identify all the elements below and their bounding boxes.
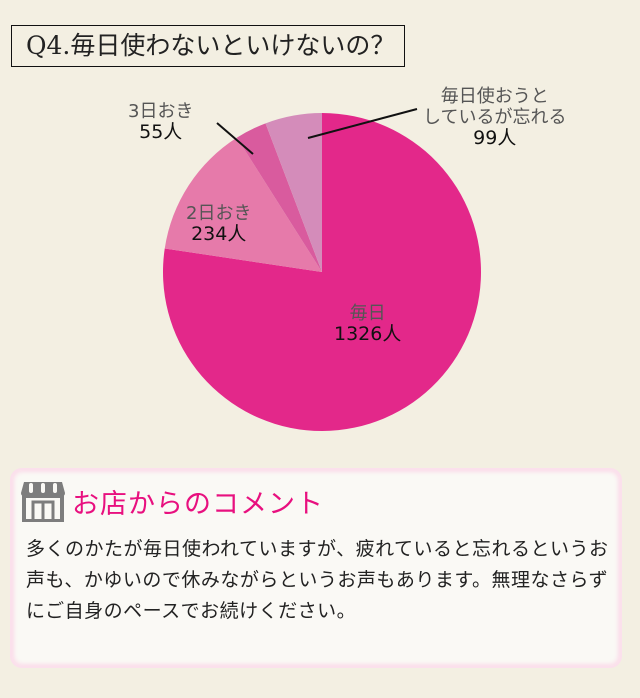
label-forget-name-2: しているが忘れる xyxy=(423,107,567,128)
leader-line-every3 xyxy=(216,122,254,155)
leader-line-forget xyxy=(307,108,418,139)
label-daily-count: 1326人 xyxy=(334,323,402,345)
shop-icon xyxy=(21,482,65,522)
label-every2: 2日おき 234人 xyxy=(186,203,251,245)
label-every2-count: 234人 xyxy=(191,223,247,245)
shop-comment-box: お店からのコメント 多くのかたが毎日使われていますが、疲れていると忘れるというお… xyxy=(12,470,620,666)
pie-slice xyxy=(236,123,322,272)
question-title: Q4.毎日使わないといけないの？ xyxy=(11,25,405,67)
label-daily: 毎日 1326人 xyxy=(334,303,401,345)
shop-comment-text: 多くのかたが毎日使われていますが、疲れていると忘れるというお声も、かゆいので休み… xyxy=(26,538,609,622)
label-forget: 毎日使おうと しているが忘れる 99人 xyxy=(423,86,566,149)
pie-chart xyxy=(163,108,482,431)
label-daily-name: 毎日 xyxy=(349,303,386,324)
label-every2-name: 2日おき xyxy=(186,203,252,224)
label-forget-name-1: 毎日使おうと xyxy=(440,86,549,107)
label-every3-name: 3日おき xyxy=(128,101,194,122)
shop-comment-title: お店からのコメント xyxy=(72,488,324,520)
pie-slice xyxy=(164,137,322,272)
pie-slice xyxy=(265,113,322,272)
label-every3: 3日おき 55人 xyxy=(128,101,193,143)
pie-slices xyxy=(163,113,482,431)
label-forget-count: 99人 xyxy=(473,127,517,149)
label-every3-count: 55人 xyxy=(139,121,183,143)
shop-comment-header: お店からのコメント xyxy=(20,480,324,522)
